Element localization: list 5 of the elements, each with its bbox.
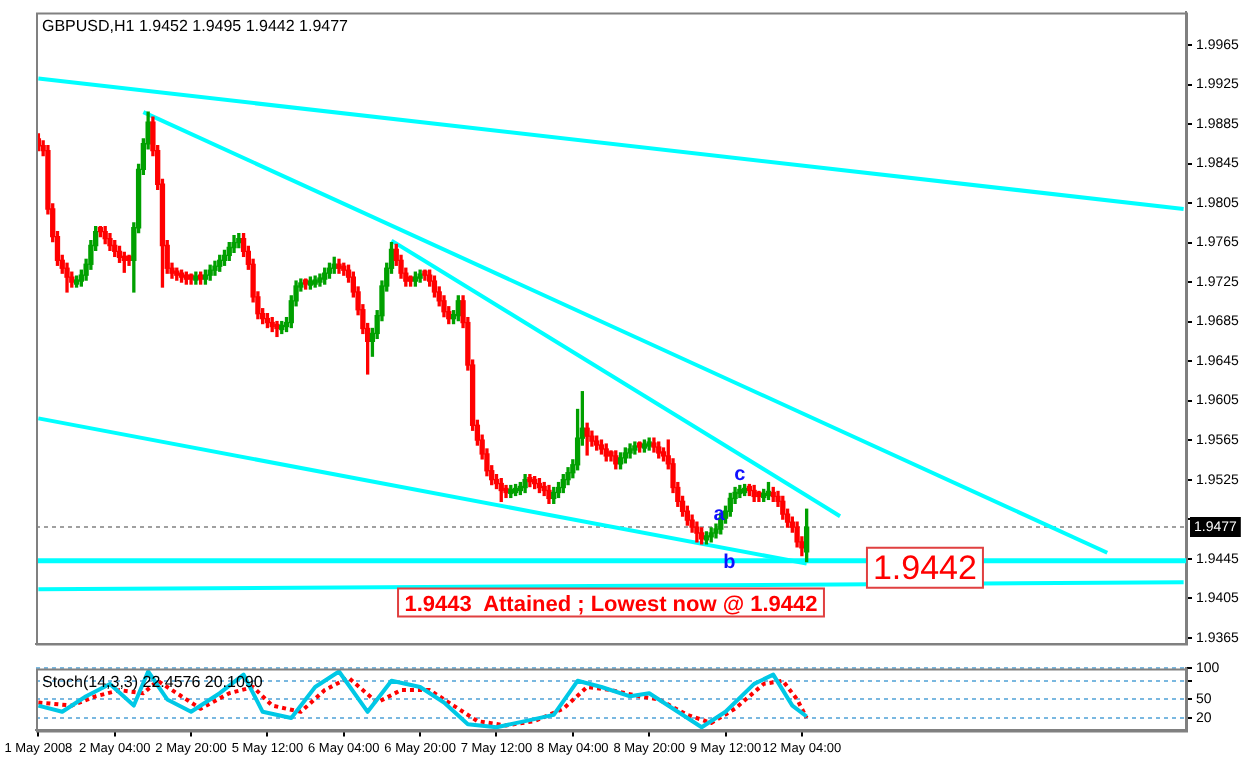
annotation: c <box>734 463 747 486</box>
annotation: 1.9442 <box>872 549 977 588</box>
annotation: 1.9443 Attained ; Lowest now @ 1.9442 <box>404 592 818 617</box>
annotation: a <box>713 503 726 526</box>
chart-title: GBPUSD,H1 1.9452 1.9495 1.9442 1.9477 <box>42 16 350 35</box>
